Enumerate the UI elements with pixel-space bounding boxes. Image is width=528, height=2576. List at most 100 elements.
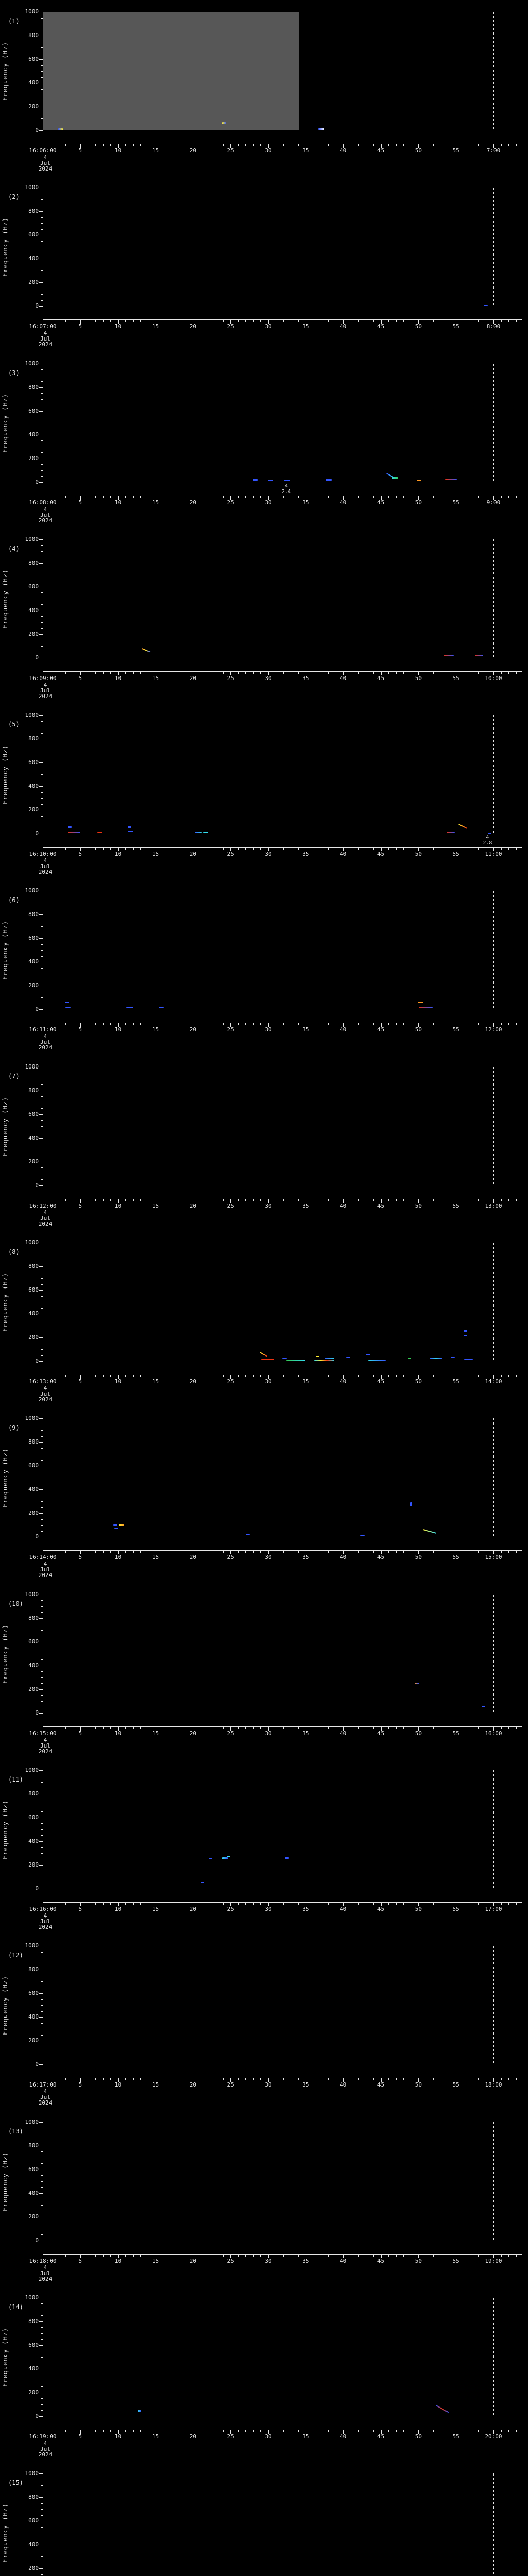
x-axis-date-line: Jul [40,863,51,870]
y-axis-tick [41,1853,43,1854]
x-axis-tick [223,1551,224,1553]
x-axis-tick [373,1199,374,1201]
spectral-event [65,1006,71,1008]
spectral-event [113,1524,118,1526]
spectral-chirp [423,1529,436,1534]
x-axis-tick [238,2078,239,2081]
spectrogram-panel: (11) Frequency (Hz) 0 200 400 600 800 1000 16:16… [0,1758,528,1934]
x-axis-tick [343,2078,344,2082]
x-axis-tick [125,2254,126,2257]
right-axis-dashed-line [493,1418,494,1537]
x-axis-date-line: 4 [43,1736,47,1743]
x-end-time-label: 13:00 [485,1202,502,1209]
y-axis-tick [39,2568,43,2569]
x-seconds-label: 45 [377,674,385,682]
y-axis-tick [41,2485,43,2486]
x-axis-tick [223,1023,224,1026]
y-axis-tick [41,476,43,477]
x-axis-tick [381,2430,382,2434]
x-axis-tick [343,320,344,324]
x-axis-tick [95,1199,96,1201]
y-axis-tick [39,482,43,483]
x-end-time-label: 15:00 [485,1554,502,1561]
y-tick-label: 200 [28,1685,39,1692]
x-axis-tick [403,848,404,850]
spectrogram-panel: (4) Frequency (Hz) 0 200 400 600 800 1000 16:09:… [0,528,528,703]
x-axis-tick [313,1023,314,1026]
x-axis-tick [313,848,314,850]
x-axis-tick [298,2430,299,2432]
x-axis-tick [133,496,134,498]
y-axis-label: Frequency (Hz) [2,744,9,804]
y-tick-label: 200 [28,103,39,110]
x-seconds-label: 40 [340,1202,347,1209]
x-seconds-label: 40 [340,323,347,330]
y-tick-label: 600 [28,1990,39,1997]
y-axis-tick [41,2175,43,2176]
x-axis-tick [103,320,104,323]
spectral-event [268,480,274,482]
x-seconds-label: 45 [377,2081,385,2089]
x-axis-tick [298,1902,299,1905]
y-axis-tick [39,938,43,939]
spectral-event [316,1355,320,1357]
x-axis-tick [260,1902,261,1905]
x-seconds-label: 5 [78,2433,82,2440]
y-axis-label: Frequency (Hz) [2,41,9,101]
x-axis-tick [253,496,254,498]
x-axis-tick [508,1375,509,1378]
x-axis-tick [125,2078,126,2081]
spectrogram-panel: (2) Frequency (Hz) 0 200 400 600 800 1000 16:07:… [0,176,528,351]
panel-number: (14) [8,2303,23,2311]
right-axis-dashed-line [493,1243,494,1362]
y-axis-tick [41,65,43,66]
y-axis-tick [41,1525,43,1526]
x-axis-tick [493,1551,494,1555]
x-axis-tick [313,1375,314,1378]
x-axis-tick [388,320,389,323]
x-axis-tick [103,848,104,850]
y-axis-tick [41,1349,43,1350]
y-tick-label: 200 [28,806,39,814]
x-seconds-label: 15 [152,674,159,682]
x-seconds-label: 15 [152,499,159,506]
x-axis-tick [268,2254,269,2258]
x-axis-date-line: 2024 [38,517,53,524]
x-axis-tick [245,2078,246,2081]
x-axis-tick [433,1726,434,1729]
x-axis-tick [313,2078,314,2081]
spectral-event [464,1330,468,1332]
y-tick-label: 400 [28,2365,39,2372]
y-axis-tick [41,1167,43,1168]
x-axis-tick [245,1023,246,1026]
x-axis-tick [313,1726,314,1729]
y-tick-label: 800 [28,208,39,215]
x-axis-tick [95,2430,96,2432]
y-axis-tick [41,926,43,927]
y-tick-label: 800 [28,383,39,391]
x-seconds-label: 50 [415,2081,422,2089]
y-axis-label: Frequency (Hz) [2,2503,9,2563]
y-axis-tick [41,2181,43,2182]
spectral-event [126,1006,134,1008]
x-axis-tick [433,320,434,323]
x-axis-tick [253,2254,254,2257]
x-axis-tick [493,671,494,675]
x-axis-tick [328,1551,329,1553]
y-axis-tick [39,1337,43,1338]
x-seconds-label: 10 [114,2257,122,2264]
y-axis-tick [41,628,43,629]
x-axis-tick [95,2078,96,2081]
x-seconds-label: 45 [377,851,385,858]
y-axis-label: Frequency (Hz) [2,920,9,980]
y-tick-label: 800 [28,911,39,918]
x-axis-tick [508,1199,509,1201]
x-axis-tick [238,671,239,674]
x-axis-tick [298,144,299,146]
x-axis-tick [223,144,224,146]
x-seconds-label: 45 [377,1730,385,1737]
x-axis-tick [403,1375,404,1378]
x-axis-tick [418,2254,419,2258]
x-axis-tick [343,144,344,148]
x-axis-tick [501,1375,502,1378]
